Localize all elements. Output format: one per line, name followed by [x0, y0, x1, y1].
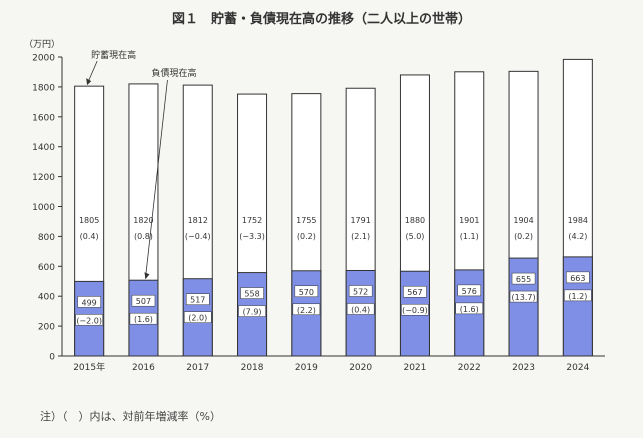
y-axis-unit: （万円）: [24, 39, 60, 50]
savings-value-label: 1984: [568, 216, 588, 225]
debt-value-label: 572: [353, 287, 368, 296]
savings-change-label: (0.8): [134, 232, 153, 241]
y-tick-label: 0: [49, 353, 55, 363]
debt-value-box: [131, 294, 156, 307]
savings-change-label: (0.2): [297, 232, 316, 241]
debt-change-box: [184, 311, 212, 323]
footnote: 注）（ ）内は、対前年増減率（%）: [40, 410, 221, 423]
debt-change-box: [509, 290, 538, 303]
chart-bars: 1805 (0.4) 499 (−2.0) 1820 (0.8) 507 (1.6) 1812 (…: [74, 58, 593, 357]
debt-value-label: 570: [299, 288, 314, 297]
savings-callout-arrowhead: [86, 78, 92, 86]
chart-axes: （万円） 0 200 400 600 800 1000 1200 1400 1600 1800 200…: [24, 39, 605, 373]
debt-change-label: (−2.0): [76, 316, 102, 325]
debt-callout-arrowhead: [144, 272, 150, 280]
debt-change-box: [129, 312, 158, 325]
x-tick-label: 2021: [403, 363, 426, 373]
debt-change-box: [564, 289, 592, 302]
y-tick-label: 1800: [32, 83, 55, 93]
debt-change-box: [292, 303, 321, 316]
debt-bar: [508, 257, 539, 357]
x-tick-label: 2022: [458, 363, 481, 373]
savings-change-label: (2.1): [351, 232, 370, 241]
y-tick-label: 1400: [32, 143, 55, 153]
savings-change-label: (0.4): [80, 232, 99, 241]
x-tick-label: 2023: [512, 363, 535, 373]
savings-value-label: 1805: [79, 216, 99, 225]
debt-change-box: [75, 314, 103, 326]
savings-value-label: 1791: [350, 216, 370, 225]
debt-value-box: [403, 285, 427, 298]
savings-change-label: (−0.4): [185, 232, 211, 241]
debt-callout-line: [145, 79, 168, 279]
debt-change-box: [455, 302, 483, 315]
debt-change-label: (1.6): [134, 315, 153, 324]
debt-value-box: [186, 293, 210, 305]
debt-change-label: (13.7): [512, 293, 536, 302]
debt-value-label: 576: [462, 287, 477, 296]
debt-series-label: 負債現在高: [151, 67, 196, 79]
debt-value-box: [77, 296, 101, 308]
y-tick-label: 400: [38, 293, 55, 303]
debt-change-box: [346, 303, 375, 315]
x-tick-label: 2024: [566, 363, 589, 373]
savings-change-label: (1.1): [460, 232, 479, 241]
y-tick-label: 600: [38, 263, 55, 273]
y-tick-label: 1600: [32, 113, 55, 123]
debt-change-label: (2.0): [188, 314, 207, 323]
savings-change-label: (4.2): [568, 232, 587, 241]
y-tick-label: 1200: [32, 173, 55, 183]
y-tick-label: 1000: [32, 203, 55, 213]
debt-value-label: 655: [516, 275, 531, 284]
savings-value-label: 1812: [188, 216, 208, 225]
debt-value-label: 567: [407, 288, 422, 297]
savings-change-label: (5.0): [405, 232, 424, 241]
savings-value-label: 1752: [242, 216, 262, 225]
x-tick-label: 2016: [132, 363, 155, 373]
debt-change-label: (0.4): [351, 305, 370, 314]
x-tick-label: 2019: [295, 363, 318, 373]
x-tick-label: 2015年: [73, 361, 105, 373]
debt-change-box: [238, 305, 266, 317]
savings-value-label: 1820: [133, 216, 153, 225]
chart-title: 図１ 貯蓄・負債現在高の推移（二人以上の世帯）: [171, 12, 471, 27]
debt-value-box: [511, 272, 536, 285]
x-tick-label: 2018: [241, 363, 264, 373]
savings-change-label: (−3.3): [239, 232, 265, 241]
debt-value-box: [457, 284, 481, 297]
x-tick-label: 2017: [186, 363, 209, 373]
debt-change-label: (−0.9): [402, 306, 428, 315]
debt-value-box: [348, 285, 373, 297]
debt-change-label: (1.6): [460, 305, 479, 314]
savings-value-label: 1901: [459, 216, 479, 225]
debt-change-box: [401, 303, 429, 316]
savings-value-label: 1904: [513, 216, 533, 225]
x-tick-label: 2020: [349, 363, 372, 373]
debt-change-label: (1.2): [568, 292, 587, 301]
debt-value-label: 517: [190, 296, 205, 305]
debt-value-box: [240, 287, 264, 299]
savings-value-label: 1880: [405, 216, 425, 225]
debt-value-label: 499: [82, 298, 97, 307]
debt-value-box: [294, 285, 319, 298]
y-tick-label: 800: [38, 233, 55, 243]
debt-change-label: (7.9): [243, 308, 262, 317]
savings-change-label: (0.2): [514, 232, 533, 241]
debt-value-label: 663: [570, 274, 585, 283]
y-tick-label: 2000: [32, 54, 55, 64]
debt-value-label: 507: [136, 297, 151, 306]
debt-change-label: (2.2): [297, 306, 316, 315]
savings-series-label: 貯蓄現在高: [91, 49, 136, 61]
y-tick-label: 200: [38, 323, 55, 333]
debt-value-box: [566, 271, 590, 284]
debt-value-label: 558: [244, 290, 259, 299]
savings-value-label: 1755: [296, 216, 316, 225]
